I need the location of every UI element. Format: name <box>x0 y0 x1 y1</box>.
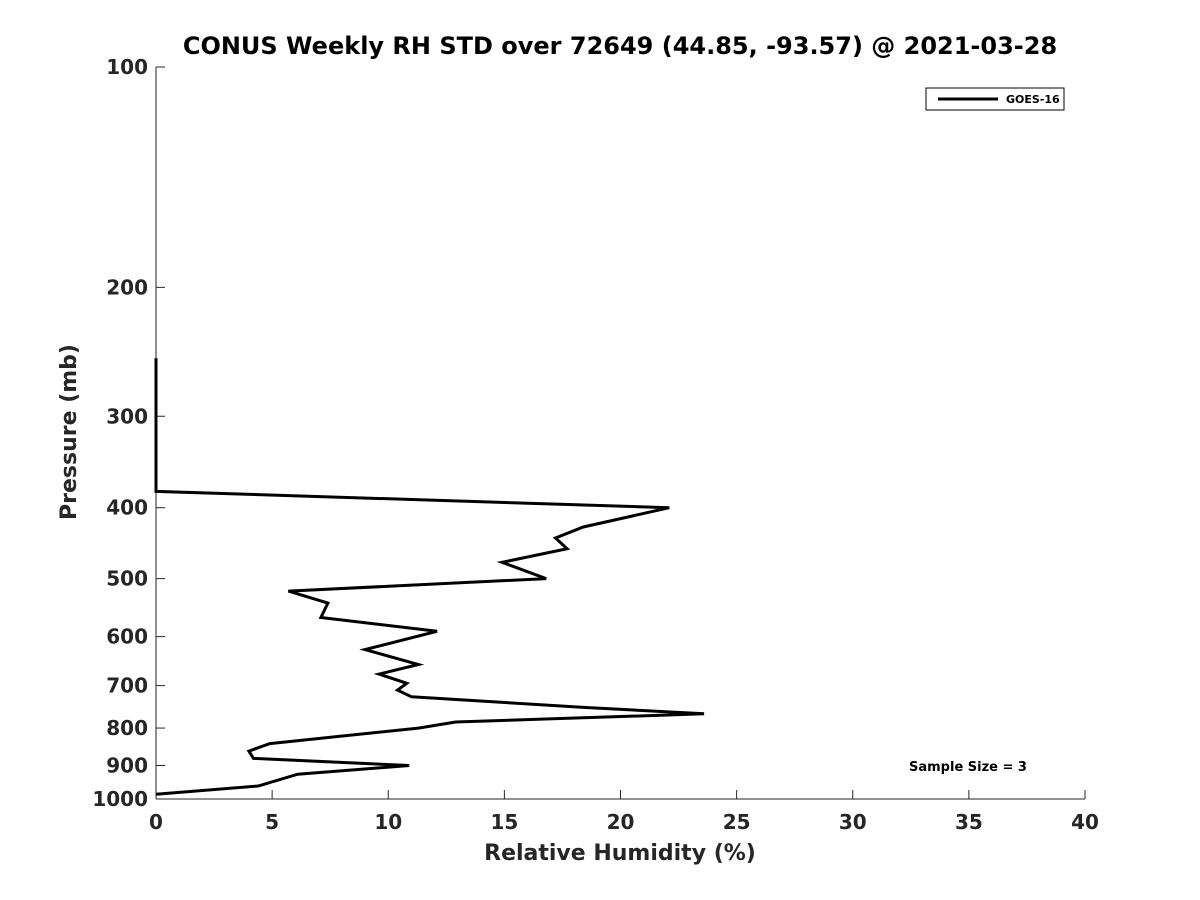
series-line-goes-16 <box>154 358 705 796</box>
x-tick-label: 15 <box>490 810 518 834</box>
y-tick-label: 600 <box>106 625 148 649</box>
x-tick-label: 25 <box>723 810 751 834</box>
x-tick-label: 5 <box>265 810 279 834</box>
sample-size-annotation: Sample Size = 3 <box>909 760 1027 775</box>
y-tick-label: 200 <box>106 275 148 299</box>
legend-label-goes16: GOES-16 <box>1006 93 1060 106</box>
x-tick-label: 20 <box>607 810 635 834</box>
x-axis-label: Relative Humidity (%) <box>484 841 756 866</box>
x-tick-label: 10 <box>374 810 402 834</box>
y-tick-label: 100 <box>106 55 148 79</box>
x-tick-label: 0 <box>149 810 163 834</box>
y-tick-label: 400 <box>106 496 148 520</box>
y-tick-label: 800 <box>106 716 148 740</box>
x-tick-label: 40 <box>1071 810 1099 834</box>
chart-title: CONUS Weekly RH STD over 72649 (44.85, -… <box>183 32 1057 60</box>
legend: GOES-16 <box>925 87 1065 111</box>
y-tick-label: 1000 <box>92 787 148 811</box>
x-tick-label: 35 <box>955 810 983 834</box>
axes: 0 5 10 15 20 25 30 35 40 100 200 300 400 500 600 700 800… <box>92 55 1099 834</box>
y-tick-label: 500 <box>106 567 148 591</box>
series-layer <box>154 358 705 796</box>
y-axis-label: Pressure (mb) <box>57 344 82 520</box>
y-tick-label: 700 <box>106 674 148 698</box>
y-tick-label: 900 <box>106 754 148 778</box>
y-tick-label: 300 <box>106 404 148 428</box>
x-tick-label: 30 <box>839 810 867 834</box>
